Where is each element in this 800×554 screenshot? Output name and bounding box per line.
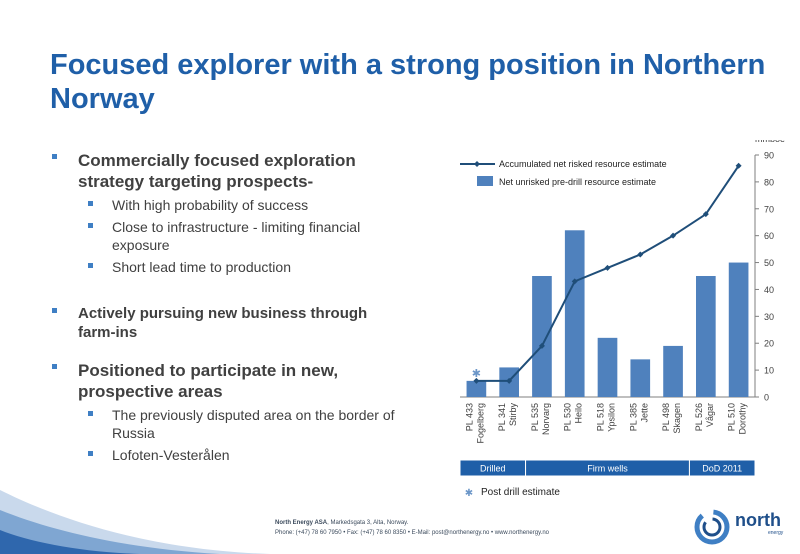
sub-bullet-item: The previously disputed area on the bord…: [52, 406, 402, 442]
logo-text: north: [735, 510, 781, 530]
bullet-marker: [88, 223, 93, 228]
bullet-text: Actively pursuing new business through f…: [78, 305, 368, 341]
sub-bullet-text: The previously disputed area on the bord…: [112, 407, 395, 441]
bar: [728, 262, 749, 397]
category-label: Ypsilon: [607, 403, 617, 432]
bullet-item: Actively pursuing new business through f…: [52, 304, 402, 342]
sub-bullet-item: Close to infrastructure - limiting finan…: [52, 218, 402, 254]
post-drill-marker: ✱: [472, 368, 481, 380]
group-label: DoD 2011: [702, 464, 742, 474]
slide-title: Focused explorer with a strong position …: [50, 49, 766, 115]
group-band: [688, 459, 756, 477]
bullet-item: Commercially focused exploration strateg…: [52, 150, 402, 192]
decorative-swoosh: [0, 490, 270, 554]
category-label: Fogelberg: [475, 403, 485, 444]
category-label: PL 341: [497, 403, 507, 431]
bar: [466, 380, 487, 397]
legend-line-label: Accumulated net risked resource estimate: [499, 159, 667, 169]
y-tick-label: 0: [764, 393, 769, 403]
category-label: Jette: [639, 403, 649, 423]
legend-line-marker: [474, 161, 480, 167]
category-label: PL 526: [694, 403, 704, 431]
bullet-text: Commercially focused exploration strateg…: [78, 151, 356, 191]
y-tick-label: 90: [764, 151, 774, 161]
bar: [663, 345, 683, 397]
y-tick-label: 70: [764, 204, 774, 214]
bullet-list: Commercially focused exploration strateg…: [52, 150, 402, 464]
bullet-marker: [52, 308, 57, 313]
category-label: Dorothy: [738, 403, 748, 435]
line-point: [604, 264, 611, 271]
bullet-marker: [88, 451, 93, 456]
category-label: PL 433: [464, 403, 474, 431]
bar: [564, 230, 585, 397]
post-drill-legend-label: Post drill estimate: [481, 487, 560, 498]
category-label: Vågar: [705, 403, 715, 427]
legend-bar-swatch: [477, 176, 493, 186]
bar: [597, 337, 618, 397]
line-point: [571, 278, 578, 285]
bullet-marker: [52, 154, 57, 159]
bar: [696, 276, 716, 397]
bullet-marker: [88, 263, 93, 268]
category-label: Stirby: [508, 403, 518, 427]
logo-subtext: energy: [768, 530, 784, 536]
resource-chart: 0 10 20 30 40 50 60 70 80 90 mmboe ✱ PL 433Fogelberg…: [455, 134, 785, 502]
sub-bullet-item: With high probability of success: [52, 196, 402, 214]
legend-bar-label: Net unrisked pre-drill resource estimate: [499, 177, 656, 187]
north-energy-logo: [694, 509, 730, 545]
group-label: Firm wells: [587, 464, 628, 474]
bullet-marker: [52, 364, 57, 369]
line-point: [538, 342, 545, 349]
sub-bullet-item: Short lead time to production: [52, 258, 402, 276]
y-tick-label: 60: [764, 231, 774, 241]
bar: [532, 276, 552, 397]
category-label: PL 498: [661, 403, 671, 431]
sub-bullet-text: Short lead time to production: [112, 259, 291, 275]
y-tick-label: 30: [764, 312, 774, 322]
line-point: [637, 251, 644, 258]
footer-address: , Markedsgata 3, Alta, Norway.: [327, 520, 409, 526]
footer: North Energy ASA, Markedsgata 3, Alta, N…: [275, 518, 549, 538]
bullet-text: Positioned to participate in new, prospe…: [78, 361, 339, 401]
bullet-marker: [88, 201, 93, 206]
post-drill-legend-icon: ✱: [465, 488, 473, 499]
category-label: PL 535: [530, 403, 540, 431]
category-label: Skagen: [672, 403, 682, 434]
category-label: Norvarg: [541, 403, 551, 435]
category-label: PL 510: [727, 403, 737, 431]
sub-bullet-item: Lofoten-Vesterålen: [52, 446, 402, 464]
sub-bullet-text: Close to infrastructure - limiting finan…: [112, 219, 361, 253]
category-label: PL 518: [596, 403, 606, 431]
y-tick-label: 50: [764, 258, 774, 268]
category-label: PL 530: [563, 403, 573, 431]
bar: [630, 359, 651, 397]
category-label: PL 385: [628, 403, 638, 431]
resource-chart-svg: 0 10 20 30 40 50 60 70 80 90 mmboe ✱ PL 433Fogelberg…: [459, 134, 785, 499]
footer-contact: Phone: (+47) 78 60 7950 • Fax: (+47) 78 …: [275, 530, 549, 536]
line-point: [473, 377, 480, 384]
line-point: [702, 211, 709, 218]
group-label: Drilled: [480, 464, 506, 474]
y-tick-label: 80: [764, 177, 774, 187]
category-label: Heilo: [574, 403, 584, 424]
sub-bullet-text: With high probability of success: [112, 197, 309, 213]
y-tick-label: 40: [764, 285, 774, 295]
sub-bullet-text: Lofoten-Vesterålen: [112, 447, 230, 463]
y-tick-label: 20: [764, 339, 774, 349]
bullet-item: Positioned to participate in new, prospe…: [52, 360, 402, 402]
line-point: [735, 162, 742, 169]
line-point: [506, 377, 513, 384]
footer-company: North Energy ASA: [275, 520, 328, 526]
y-axis-unit-label: mmboe: [755, 140, 785, 144]
line-point: [670, 232, 677, 239]
y-tick-label: 10: [764, 366, 774, 376]
bullet-marker: [88, 411, 93, 416]
